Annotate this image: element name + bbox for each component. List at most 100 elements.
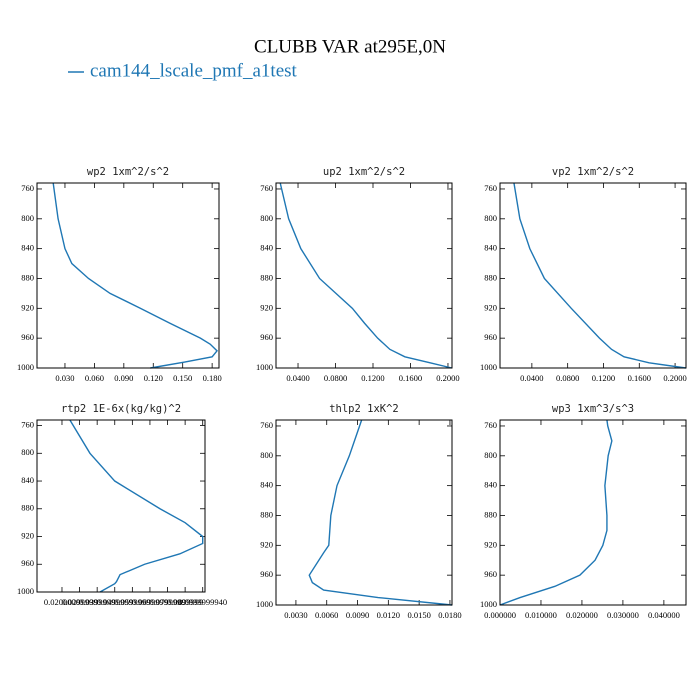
y-tick-label: 920: [21, 302, 34, 312]
panel-title: up2 1xm^2/s^2: [323, 166, 405, 178]
legend-label: cam144_lscale_pmf_a1test: [90, 60, 298, 81]
x-tick-label: 0.0799999: [149, 597, 185, 607]
y-tick-label: 840: [260, 480, 273, 490]
x-tick-label: 0.120: [144, 373, 163, 383]
x-tick-label: 0.1600: [628, 373, 651, 383]
y-tick-label: 840: [260, 243, 273, 253]
y-tick-label: 880: [484, 272, 497, 282]
x-tick-label: 0.0399999: [79, 597, 115, 607]
y-tick-label: 840: [484, 480, 497, 490]
plot-frame: [275, 419, 453, 606]
x-tick-label: 0.030000: [607, 610, 639, 620]
y-tick-label: 880: [21, 272, 34, 282]
figure-title: CLUBB VAR at295E,0N: [254, 36, 446, 57]
x-tick-label: 0.0060: [315, 610, 338, 620]
x-tick-label: 0.0200000: [44, 597, 80, 607]
y-tick-label: 760: [21, 420, 34, 430]
y-tick-label: 840: [484, 243, 497, 253]
x-tick-label: 0.030: [55, 373, 74, 383]
x-tick-label: 0.1600: [399, 373, 422, 383]
x-tick-label: 0.040000: [648, 610, 680, 620]
profile-line: [69, 419, 204, 593]
x-tick-label: 0.0120: [377, 610, 400, 620]
y-tick-label: 1000: [256, 599, 273, 609]
y-tick-label: 920: [484, 539, 497, 549]
x-tick-label: 0.090: [114, 373, 133, 383]
x-tick-label: 0.0030: [284, 610, 307, 620]
y-tick-label: 800: [21, 213, 34, 223]
y-tick-label: 880: [260, 272, 273, 282]
x-tick-label: 0.0699999: [132, 597, 168, 607]
x-tick-label: 0.2000: [436, 373, 459, 383]
x-tick-label: 0.000000: [484, 610, 516, 620]
plot-frame: [499, 182, 687, 369]
panel-title: rtp2 1E-6x(kg/kg)^2: [61, 403, 181, 415]
y-tick-label: 1000: [480, 362, 497, 372]
x-tick-label: 0.0400: [286, 373, 309, 383]
x-tick-label: 0.0800: [556, 373, 579, 383]
plot-frame: [36, 419, 206, 593]
profile-line: [308, 419, 453, 606]
x-tick-label: 0.060: [85, 373, 104, 383]
y-tick-label: 800: [260, 213, 273, 223]
profile-line: [499, 419, 613, 606]
y-tick-label: 760: [21, 183, 34, 193]
x-tick-label: 0.150: [173, 373, 192, 383]
x-tick-label: 0.1200: [592, 373, 615, 383]
y-tick-label: 960: [260, 332, 273, 342]
panel-title: vp2 1xm^2/s^2: [552, 166, 634, 178]
y-tick-label: 960: [484, 332, 497, 342]
profile-line: [513, 182, 686, 369]
y-tick-label: 1000: [256, 362, 273, 372]
y-tick-label: 760: [260, 420, 273, 430]
x-tick-label: 0.1200: [361, 373, 384, 383]
y-tick-label: 960: [484, 569, 497, 579]
y-tick-label: 960: [21, 558, 34, 568]
y-tick-label: 1000: [17, 362, 34, 372]
panel-title: wp2 1xm^2/s^2: [87, 166, 169, 178]
x-tick-label: 0.0499999: [97, 597, 133, 607]
y-tick-label: 920: [260, 302, 273, 312]
y-tick-label: 760: [484, 183, 497, 193]
x-tick-label: 0.0999999940: [178, 597, 227, 607]
x-tick-label: 0.0899999: [167, 597, 203, 607]
y-tick-label: 840: [21, 243, 34, 253]
y-tick-label: 1000: [480, 599, 497, 609]
y-tick-label: 960: [21, 332, 34, 342]
y-tick-label: 920: [21, 530, 34, 540]
panel-title: thlp2 1xK^2: [329, 403, 399, 415]
y-tick-label: 880: [21, 503, 34, 513]
y-tick-label: 880: [484, 509, 497, 519]
y-tick-label: 800: [484, 213, 497, 223]
x-tick-label: 0.0180: [438, 610, 461, 620]
x-tick-label: 0.0599999: [114, 597, 150, 607]
x-tick-label: 0.020000: [566, 610, 598, 620]
plot-frame: [36, 182, 220, 369]
y-tick-label: 800: [21, 447, 34, 457]
profile-line: [279, 182, 452, 369]
y-tick-label: 960: [260, 569, 273, 579]
plot-frame: [499, 419, 687, 606]
y-tick-label: 920: [260, 539, 273, 549]
plot-frame: [275, 182, 453, 369]
x-tick-label: 0.0090: [346, 610, 369, 620]
y-tick-label: 800: [260, 450, 273, 460]
x-tick-label: 0.180: [203, 373, 222, 383]
x-tick-label: 0.0150: [407, 610, 430, 620]
x-tick-label: 0.2000: [663, 373, 686, 383]
y-tick-label: 1000: [17, 586, 34, 596]
y-tick-label: 760: [260, 183, 273, 193]
profile-line: [52, 182, 218, 369]
panel-title: wp3 1xm^3/s^3: [552, 403, 634, 415]
x-tick-label: 0.0400: [520, 373, 543, 383]
x-tick-label: 0.0299999: [62, 597, 98, 607]
y-tick-label: 760: [484, 420, 497, 430]
y-tick-label: 840: [21, 475, 34, 485]
x-tick-label: 0.010000: [525, 610, 557, 620]
y-tick-label: 880: [260, 509, 273, 519]
x-tick-label: 0.0800: [324, 373, 347, 383]
y-tick-label: 800: [484, 450, 497, 460]
y-tick-label: 920: [484, 302, 497, 312]
